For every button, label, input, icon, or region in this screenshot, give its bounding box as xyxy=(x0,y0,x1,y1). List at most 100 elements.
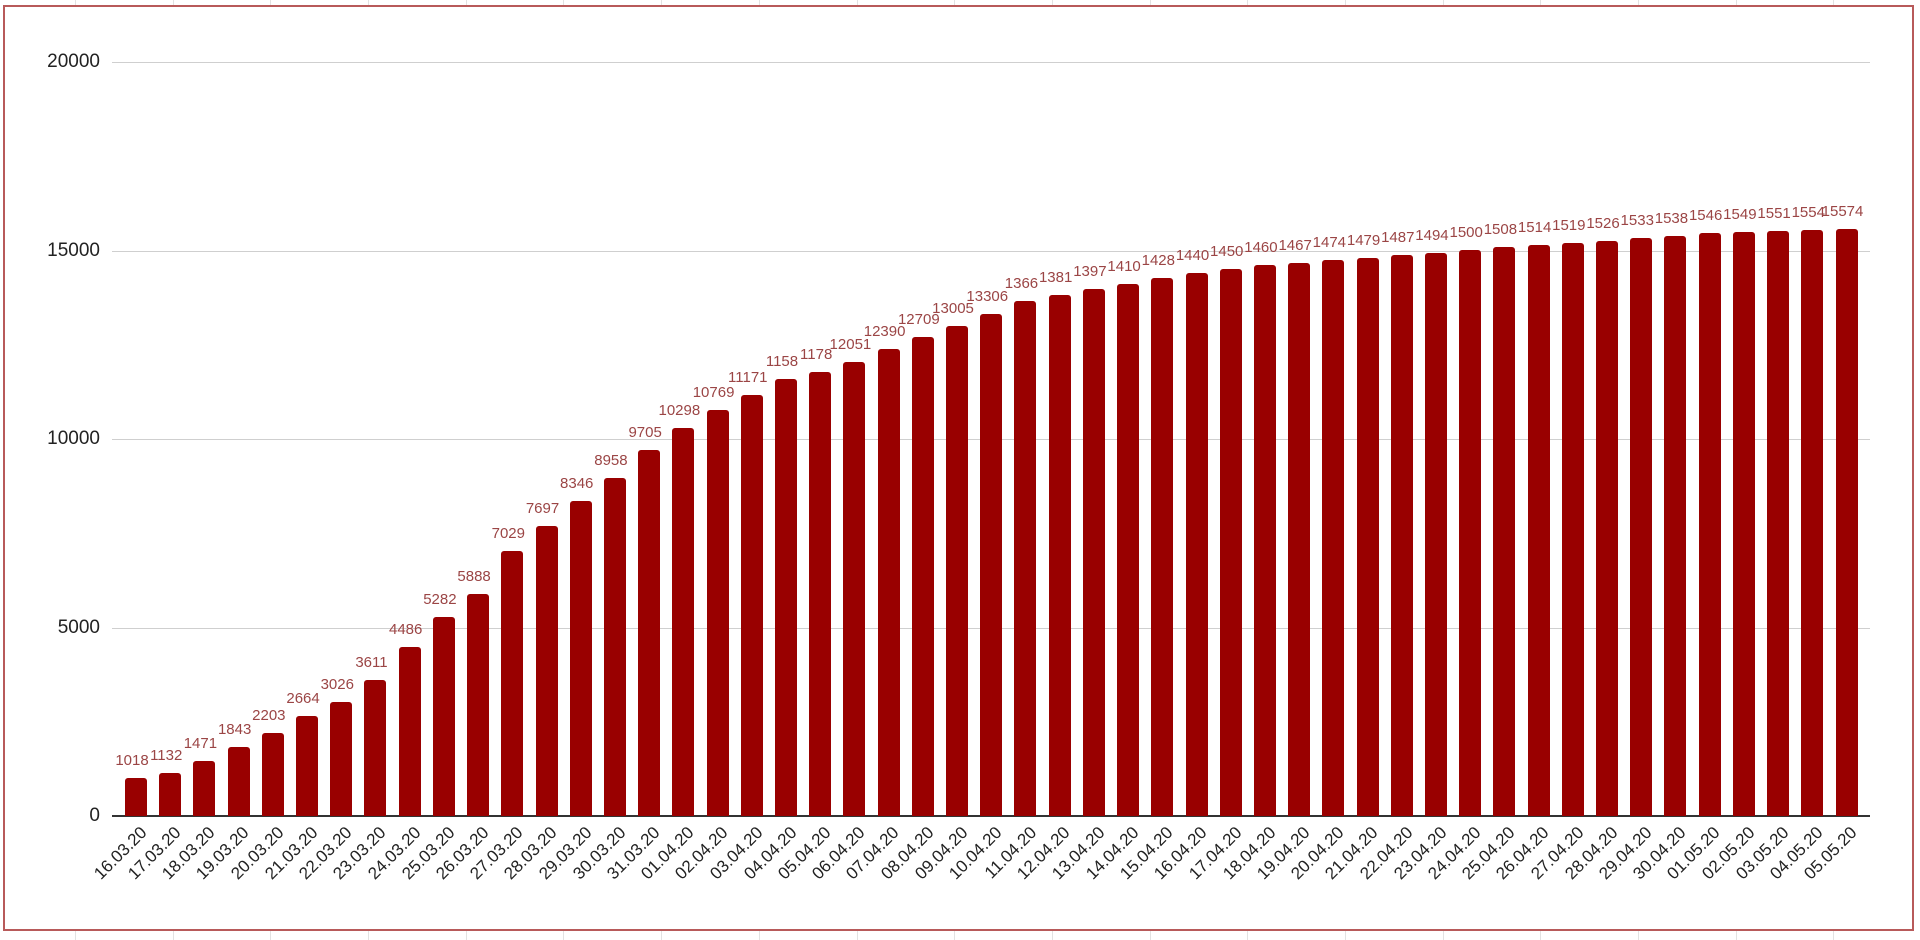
y-axis-tick-label: 20000 xyxy=(47,51,100,72)
bar[interactable] xyxy=(911,336,934,816)
bar-value-label: 7697 xyxy=(525,499,560,517)
bar[interactable] xyxy=(1732,231,1755,816)
bar[interactable] xyxy=(843,361,866,816)
bar-value-label: 1366 xyxy=(1004,274,1039,292)
bar-value-label: 1397 xyxy=(1073,263,1107,281)
bar-value-label: 1519 xyxy=(1552,217,1586,235)
bar-value-label: 1526 xyxy=(1586,214,1620,232)
bar[interactable] xyxy=(1493,247,1516,816)
gridline xyxy=(112,62,1870,63)
bar[interactable] xyxy=(1527,244,1550,816)
bar-value-label: 1843 xyxy=(217,720,252,738)
bar-value-label: 10769 xyxy=(692,384,735,401)
bar-value-label: 1410 xyxy=(1107,258,1141,276)
y-axis-tick-label: 15000 xyxy=(47,239,100,261)
bar[interactable] xyxy=(1253,265,1276,816)
bar[interactable] xyxy=(330,701,353,816)
bar[interactable] xyxy=(1630,238,1653,816)
bar[interactable] xyxy=(603,478,626,816)
bar-value-label: 1450 xyxy=(1210,243,1244,261)
bar[interactable] xyxy=(1185,272,1208,816)
bar-value-label: 13306 xyxy=(966,288,1009,306)
bar-value-label: 1428 xyxy=(1141,251,1175,269)
bar-value-label: 12709 xyxy=(897,310,940,328)
bar[interactable] xyxy=(467,594,490,816)
bar-value-label: 5282 xyxy=(423,590,457,608)
bar[interactable] xyxy=(774,379,797,816)
bar-value-label: 3611 xyxy=(355,653,388,671)
y-axis-tick-label: 0 xyxy=(89,805,100,826)
bar-value-label: 13005 xyxy=(932,299,974,317)
bar[interactable] xyxy=(364,679,387,816)
bar-value-label: 1381 xyxy=(1038,269,1073,287)
bar[interactable] xyxy=(159,773,182,816)
bar-value-label: 8346 xyxy=(560,475,594,493)
bar[interactable] xyxy=(432,616,455,816)
bar-value-label: 1158 xyxy=(765,353,799,371)
bar-value-label: 8958 xyxy=(594,452,628,470)
bar[interactable] xyxy=(809,371,832,816)
bar[interactable] xyxy=(193,760,216,816)
bar[interactable] xyxy=(1151,277,1174,816)
bar[interactable] xyxy=(1082,289,1105,816)
bar-value-label: 1467 xyxy=(1278,236,1312,254)
bar-value-label: 3026 xyxy=(320,675,354,693)
y-axis-tick-label: 5000 xyxy=(57,616,100,638)
bar[interactable] xyxy=(740,394,763,816)
bar-value-label: 1474 xyxy=(1312,234,1347,252)
bar[interactable] xyxy=(1664,236,1687,816)
bar[interactable] xyxy=(1561,243,1584,816)
bar-value-label: 1178 xyxy=(800,345,833,363)
bar[interactable] xyxy=(1424,252,1447,816)
bar[interactable] xyxy=(672,427,695,816)
gridline xyxy=(112,250,1870,252)
bar-value-label: 11171 xyxy=(728,368,768,386)
bar-value-label: 1533 xyxy=(1620,212,1654,230)
bar[interactable] xyxy=(569,501,592,816)
bar-value-label: 10298 xyxy=(658,401,701,419)
bar[interactable] xyxy=(227,746,250,816)
bar[interactable] xyxy=(1356,258,1379,816)
bar[interactable] xyxy=(1390,255,1413,816)
bar[interactable] xyxy=(1459,250,1482,816)
bar[interactable] xyxy=(125,777,147,816)
bar[interactable] xyxy=(1801,230,1824,816)
bar[interactable] xyxy=(1288,262,1311,816)
bar-value-label: 2203 xyxy=(252,706,286,724)
bar[interactable] xyxy=(1596,240,1619,816)
bar-value-label: 1479 xyxy=(1346,232,1381,250)
bar[interactable] xyxy=(1014,300,1037,816)
bar[interactable] xyxy=(261,732,284,816)
bar[interactable] xyxy=(1048,295,1071,816)
bar[interactable] xyxy=(1219,269,1242,816)
bar-value-label: 1018 xyxy=(115,751,149,769)
bar[interactable] xyxy=(1322,260,1345,816)
bar-value-label: 2664 xyxy=(286,689,320,707)
bar[interactable] xyxy=(296,715,319,816)
bar[interactable] xyxy=(501,551,524,816)
bar-value-label: 9705 xyxy=(628,424,662,442)
bar-value-label: 1494 xyxy=(1415,226,1449,244)
bar-value-label: 4486 xyxy=(388,620,423,638)
bar[interactable] xyxy=(706,410,729,816)
bar[interactable] xyxy=(398,646,421,816)
bar[interactable] xyxy=(535,525,558,816)
bar-value-label: 1546 xyxy=(1688,207,1723,225)
bar[interactable] xyxy=(980,314,1003,816)
bar-value-label: 1554 xyxy=(1791,204,1825,222)
bar[interactable] xyxy=(1698,233,1721,816)
bar-value-label: 1549 xyxy=(1723,205,1757,223)
bar[interactable] xyxy=(877,348,900,816)
bar[interactable] xyxy=(1117,284,1140,816)
bar-value-label: 1500 xyxy=(1449,224,1483,242)
bar-value-label: 1440 xyxy=(1175,246,1210,264)
chart-container[interactable]: 0 5000 10000 15000 20000 1018 16.03.20 1132 17.0… xyxy=(3,5,1914,931)
bar-value-label: 1514 xyxy=(1517,218,1552,236)
bar-value-label: 5888 xyxy=(457,568,491,586)
bar-value-label: 15574 xyxy=(1821,202,1864,220)
bar[interactable] xyxy=(946,325,969,816)
bar-value-label: 12390 xyxy=(863,322,906,340)
bar[interactable] xyxy=(638,450,661,816)
bar[interactable] xyxy=(1835,228,1858,816)
bar[interactable] xyxy=(1767,231,1790,816)
